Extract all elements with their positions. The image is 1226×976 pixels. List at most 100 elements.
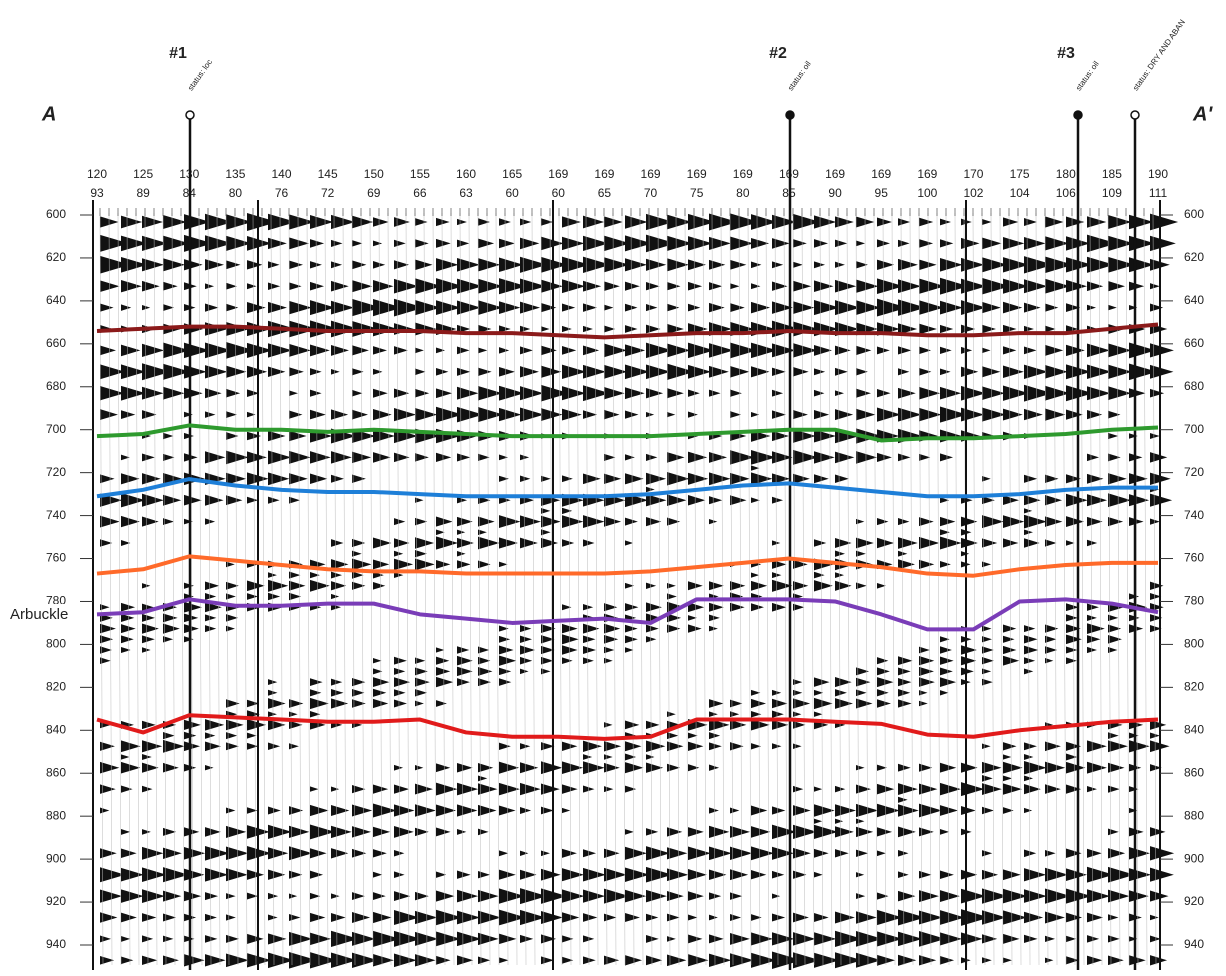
wiggle [184,720,201,730]
wiggle [121,473,140,484]
wiggle [667,741,683,751]
wiggle [499,408,521,421]
wiggle [667,936,676,942]
wiggle [583,515,605,528]
wiggle [310,390,322,397]
section-end: A' [1192,103,1213,125]
wiggle [646,754,654,759]
wiggle [709,472,731,485]
wiggle [289,410,302,418]
wiggle [121,740,141,752]
wiggle [562,279,585,293]
wiggle [100,635,113,643]
wiggle [604,754,613,759]
wiggle [331,475,344,483]
x-tick-label: 120 [87,167,107,181]
well-symbol [1074,111,1082,119]
wiggle [478,783,497,795]
x-tick-label: 145 [318,167,338,181]
wiggle [457,387,478,400]
wiggle [646,282,660,290]
trace [973,213,976,965]
wiggle [373,217,389,226]
wiggle [646,304,657,311]
wiggle [373,658,382,663]
wiggle [625,762,644,773]
wiggle [709,452,727,463]
wiggle [1150,915,1159,921]
wiggle [709,826,729,838]
wiggle [814,215,836,228]
wiggle [499,367,515,377]
wiggle [667,343,690,357]
wiggle [982,934,997,943]
wiggle [604,344,627,358]
wiggle [142,387,164,400]
wiggle [835,581,852,591]
wiggle [709,303,725,313]
x-tick-label: 175 [1010,167,1030,181]
wiggle [982,366,1000,377]
wiggle [583,346,599,356]
x-tick-label: 95 [875,186,889,200]
wiggle [163,518,174,525]
wiggle [793,410,808,419]
wiggle [163,258,185,271]
wiggle [667,914,680,922]
wiggle [1045,936,1055,942]
wiggle [1024,776,1033,782]
wiggle [499,655,516,665]
wiggle [457,955,473,965]
wiggle [331,893,340,898]
wiggle [604,741,621,751]
wiggle [604,516,621,526]
wiggle [142,913,156,922]
wiggle [751,283,760,289]
trace [487,213,490,965]
wiggle [436,368,448,376]
wiggle [226,626,235,632]
wiggle [772,825,796,840]
wiggle [1003,538,1018,547]
wiggle [310,368,322,375]
wiggle [1087,604,1099,611]
wiggle [1003,889,1028,904]
trace [910,213,913,965]
wiggle [142,935,153,942]
wiggle [184,827,199,836]
y-tick-label: 800 [46,637,66,651]
wiggle [646,740,665,752]
wiggle [289,301,312,315]
wiggle [730,603,745,612]
wiggle [940,646,952,653]
wiggle [205,495,224,506]
wiggle [1087,615,1097,621]
x-tick-label: 185 [1102,167,1122,181]
trace [685,213,688,965]
wiggle [583,868,606,882]
wiggle [709,892,721,900]
wiggle [814,261,825,268]
wiggle [1150,452,1167,462]
wiggle [1024,303,1041,313]
wiggle [1150,846,1174,860]
wiggle [919,300,944,315]
wiggle [226,411,237,418]
wiggle [688,742,703,751]
wiggle [373,784,388,793]
wiggle [709,915,718,921]
wiggle [667,711,676,717]
wiggle [1003,646,1016,654]
wiggle [625,829,634,835]
wiggle [625,344,645,356]
wiggle [541,956,554,964]
wiggle [1066,657,1077,664]
wiggle [373,452,391,463]
x-tick-label: 170 [963,167,983,181]
wiggle [394,453,410,462]
wiggle [121,647,131,653]
wiggle [604,658,613,664]
wiggle [877,453,892,462]
wiggle [1129,827,1144,836]
wiggle [772,431,789,441]
